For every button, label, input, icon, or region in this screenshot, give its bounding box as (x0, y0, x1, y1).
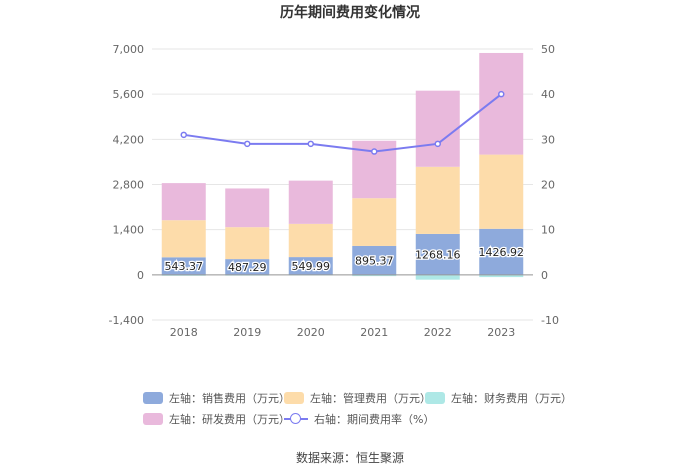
legend-swatch-finance (425, 392, 445, 404)
sales-data-label: 487.29 (228, 261, 267, 274)
bar-sales (479, 228, 524, 275)
x-tick-label: 2018 (170, 326, 198, 339)
bar-admin (288, 223, 333, 258)
bar-rnd (415, 90, 460, 167)
chart-canvas: 历年期间费用变化情况 -1,400 -10 0 0 1,400 10 2,800 20 4,20… (109, 4, 559, 339)
x-tick-label: 2019 (233, 326, 261, 339)
rate-line (180, 90, 505, 155)
bar-sales (352, 245, 397, 275)
source-note: 数据来源：恒生聚源 (295, 451, 404, 465)
x-tick-label: 2023 (487, 326, 515, 339)
left-tick-label: 2,800 (113, 179, 145, 192)
bar-admin (225, 227, 270, 260)
legend-label-finance: 左轴：财务费用（万元） (451, 392, 572, 405)
bar-finance (352, 274, 397, 277)
legend-item-rate[interactable]: 右轴：期间费用率（%） (284, 411, 434, 427)
bar-admin (161, 220, 206, 258)
right-tick-label: 40 (541, 88, 555, 101)
right-tick-label: 50 (541, 43, 555, 56)
bars (161, 52, 524, 280)
bar-admin (479, 154, 524, 229)
x-tick-label: 2022 (424, 326, 452, 339)
legend-item-sales[interactable]: 左轴：销售费用（万元） (143, 390, 290, 406)
rate-line-path (183, 93, 502, 153)
left-tick-label: 1,400 (113, 224, 145, 237)
chart-title: 历年期间费用变化情况 (280, 4, 420, 21)
axes: -1,400 -10 0 0 1,400 10 2,800 20 4,200 30 5,600 40 7… (109, 43, 559, 339)
rate-line-point (371, 148, 378, 155)
legend-label-rate: 右轴：期间费用率（%） (314, 413, 435, 426)
sales-data-label: 895.37 (355, 254, 394, 267)
sales-data-label: 1268.16 (415, 248, 461, 261)
bar-admin (352, 198, 397, 246)
x-tick-label: 2020 (297, 326, 325, 339)
legend-item-rnd[interactable]: 左轴：研发费用（万元） (143, 411, 290, 427)
legend-item-admin[interactable]: 左轴：管理费用（万元） (284, 390, 431, 406)
bar-rnd (225, 188, 270, 228)
rate-line-point (498, 90, 505, 98)
rate-line-point (434, 140, 441, 148)
bar-sales (225, 259, 270, 275)
bar-rnd (161, 183, 206, 221)
legend-swatch-rnd (143, 413, 163, 425)
right-tick-label: 30 (541, 133, 555, 146)
bar-admin (415, 166, 460, 234)
right-tick-label: -10 (541, 314, 559, 327)
bar-sales (288, 257, 333, 275)
legend-item-finance[interactable]: 左轴：财务费用（万元） (425, 390, 572, 406)
legend-swatch-admin (284, 392, 304, 404)
data-labels: 543.37 487.29 549.99 895.37 1268.16 1426.92 (163, 245, 525, 276)
left-tick-label: 0 (137, 269, 144, 282)
right-tick-label: 20 (541, 179, 555, 192)
sales-data-label: 1426.92 (479, 246, 525, 259)
sales-data-label: 543.37 (165, 260, 204, 273)
left-tick-label: -1,400 (109, 314, 144, 327)
legend-label-admin: 左轴：管理费用（万元） (310, 392, 431, 405)
bar-finance (479, 274, 524, 278)
bar-rnd (479, 52, 524, 155)
sales-data-label: 549.99 (292, 260, 331, 273)
bar-rnd (288, 180, 333, 224)
rate-line-point (180, 131, 187, 139)
legend-label-rnd: 左轴：研发费用（万元） (169, 413, 290, 426)
left-tick-label: 7,000 (113, 43, 145, 56)
legend-line-icon (284, 413, 308, 425)
rate-line-point (307, 140, 314, 148)
bar-sales (415, 233, 460, 275)
right-tick-label: 0 (541, 269, 548, 282)
rate-line-point (244, 140, 251, 148)
bar-finance (415, 274, 460, 280)
bar-sales (161, 257, 206, 275)
grid-lines (152, 48, 533, 321)
left-tick-label: 5,600 (113, 88, 145, 101)
legend-swatch-sales (143, 392, 163, 404)
x-tick-label: 2021 (360, 326, 388, 339)
right-tick-label: 10 (541, 224, 555, 237)
legend-label-sales: 左轴：销售费用（万元） (169, 392, 290, 405)
left-tick-label: 4,200 (113, 133, 145, 146)
